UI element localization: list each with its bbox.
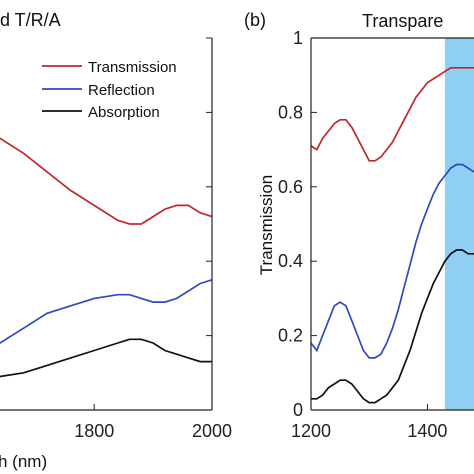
legend-label-absorption: Absorption xyxy=(88,104,160,121)
panel-b: (b) Transpare 0 0.2 0.4 0.6 0.8 1 1200 1400 Tra… xyxy=(244,10,474,441)
panel-b-line-red xyxy=(310,66,474,162)
panel-a-line-transmission xyxy=(0,137,213,225)
panel-a-ticks: 1800 2000 xyxy=(74,37,232,441)
panel-a-line-reflection xyxy=(0,278,213,344)
panel-b-y-tick-label: 0.2 xyxy=(278,326,303,346)
panel-b-line-blue xyxy=(310,163,474,359)
panel-b-x-tick-label: 1400 xyxy=(407,421,447,441)
legend-label-reflection: Reflection xyxy=(88,82,155,99)
panel-a-x-tick-label: 1800 xyxy=(74,421,114,441)
panel-b-title: Transpare xyxy=(362,11,443,31)
panel-b-series xyxy=(310,66,474,404)
panel-b-y-tick-label: 0.4 xyxy=(278,251,303,271)
panel-a-line-absorption xyxy=(0,338,212,378)
panel-b-ticks: 0 0.2 0.4 0.6 0.8 1 1200 1400 xyxy=(278,28,447,441)
panel-a-legend: Transmission Reflection Absorption xyxy=(42,59,177,121)
panel-b-x-tick-label: 1200 xyxy=(291,421,331,441)
panel-b-y-axis-label: Transmission xyxy=(257,175,276,275)
panel-a: d T/R/A 1800 2000 h (nm) Transmission Ref… xyxy=(0,10,232,471)
panel-b-highlight-band xyxy=(444,38,474,410)
panel-b-y-tick-label: 0.6 xyxy=(278,177,303,197)
panel-b-y-tick-label: 0 xyxy=(293,400,303,420)
legend-label-transmission: Transmission xyxy=(88,59,177,76)
panel-a-title: d T/R/A xyxy=(0,10,61,30)
panel-b-y-tick-label: 0.8 xyxy=(278,102,303,122)
panel-a-x-tick-label: 2000 xyxy=(192,421,232,441)
panel-a-series xyxy=(0,137,213,378)
panel-b-letter: (b) xyxy=(244,10,266,30)
panel-b-line-black xyxy=(311,249,474,404)
panel-b-y-tick-label: 1 xyxy=(293,28,303,48)
panel-a-x-axis-label: h (nm) xyxy=(0,452,47,471)
